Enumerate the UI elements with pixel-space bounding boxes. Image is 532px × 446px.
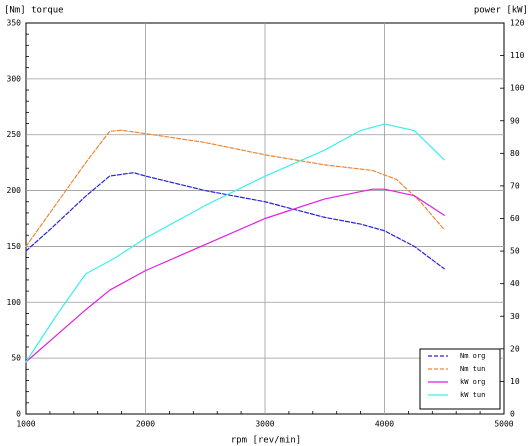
legend-label-kw-tun: kW tun bbox=[460, 391, 485, 399]
series-line-nm-tun bbox=[25, 129, 445, 248]
y-left-tick-label: 150 bbox=[7, 242, 22, 251]
y-right-tick-label: 110 bbox=[510, 51, 525, 60]
series-line-kw-tun bbox=[25, 123, 445, 363]
y-right-tick-label: 30 bbox=[510, 312, 520, 321]
legend-box bbox=[419, 348, 501, 410]
legend-item-kw-org: kW org bbox=[428, 378, 485, 386]
right-axis-title: power [kW] bbox=[474, 6, 528, 16]
x-tick-label: 3000 bbox=[255, 420, 274, 429]
series-line-kw-org bbox=[25, 188, 445, 363]
grid-lines bbox=[26, 23, 504, 414]
y-left-tick-label: 250 bbox=[7, 130, 22, 139]
x-tick-label: 5000 bbox=[494, 420, 513, 429]
legend: Nm org Nm tun kW org kW tun bbox=[419, 348, 501, 410]
legend-item-nm-org: Nm org bbox=[428, 352, 485, 360]
y-right-tick-label: 10 bbox=[510, 377, 520, 386]
legend-label-kw-org: kW org bbox=[460, 378, 485, 386]
y-right-tick-label: 50 bbox=[510, 247, 520, 256]
x-tick-label: 2000 bbox=[136, 420, 155, 429]
y-left-tick-label: 200 bbox=[7, 186, 22, 195]
x-tick-label: 4000 bbox=[375, 420, 394, 429]
y-left-tick-label: 100 bbox=[7, 298, 22, 307]
y-right-tick-label: 20 bbox=[510, 344, 520, 353]
y-right-tick-label: 70 bbox=[510, 181, 520, 190]
y-right-tick-label: 120 bbox=[510, 19, 525, 28]
x-tick-label: 1000 bbox=[16, 420, 35, 429]
y-left-tick-label: 0 bbox=[16, 410, 21, 419]
x-axis-title: rpm [rev/min] bbox=[231, 436, 301, 446]
y-right-tick-label: 0 bbox=[510, 410, 515, 419]
y-left-tick-label: 300 bbox=[7, 74, 22, 83]
legend-label-nm-tun: Nm tun bbox=[460, 365, 485, 373]
y-left-tick-label: 350 bbox=[7, 19, 22, 28]
series-line-nm-org bbox=[25, 172, 445, 270]
series-lines bbox=[25, 123, 445, 363]
y-right-tick-label: 60 bbox=[510, 214, 520, 223]
legend-item-nm-tun: Nm tun bbox=[428, 365, 485, 373]
y-left-tick-label: 50 bbox=[11, 354, 21, 363]
y-right-tick-label: 40 bbox=[510, 279, 520, 288]
axis-ticks: 1000 2000 3000 4000 500005010015020025030035… bbox=[7, 19, 525, 429]
legend-item-kw-tun: kW tun bbox=[428, 391, 485, 399]
y-right-tick-label: 80 bbox=[510, 149, 520, 158]
legend-label-nm-org: Nm org bbox=[460, 352, 485, 360]
y-right-tick-label: 100 bbox=[510, 84, 525, 93]
left-axis-title: [Nm] torque bbox=[4, 6, 64, 16]
y-right-tick-label: 90 bbox=[510, 116, 520, 125]
